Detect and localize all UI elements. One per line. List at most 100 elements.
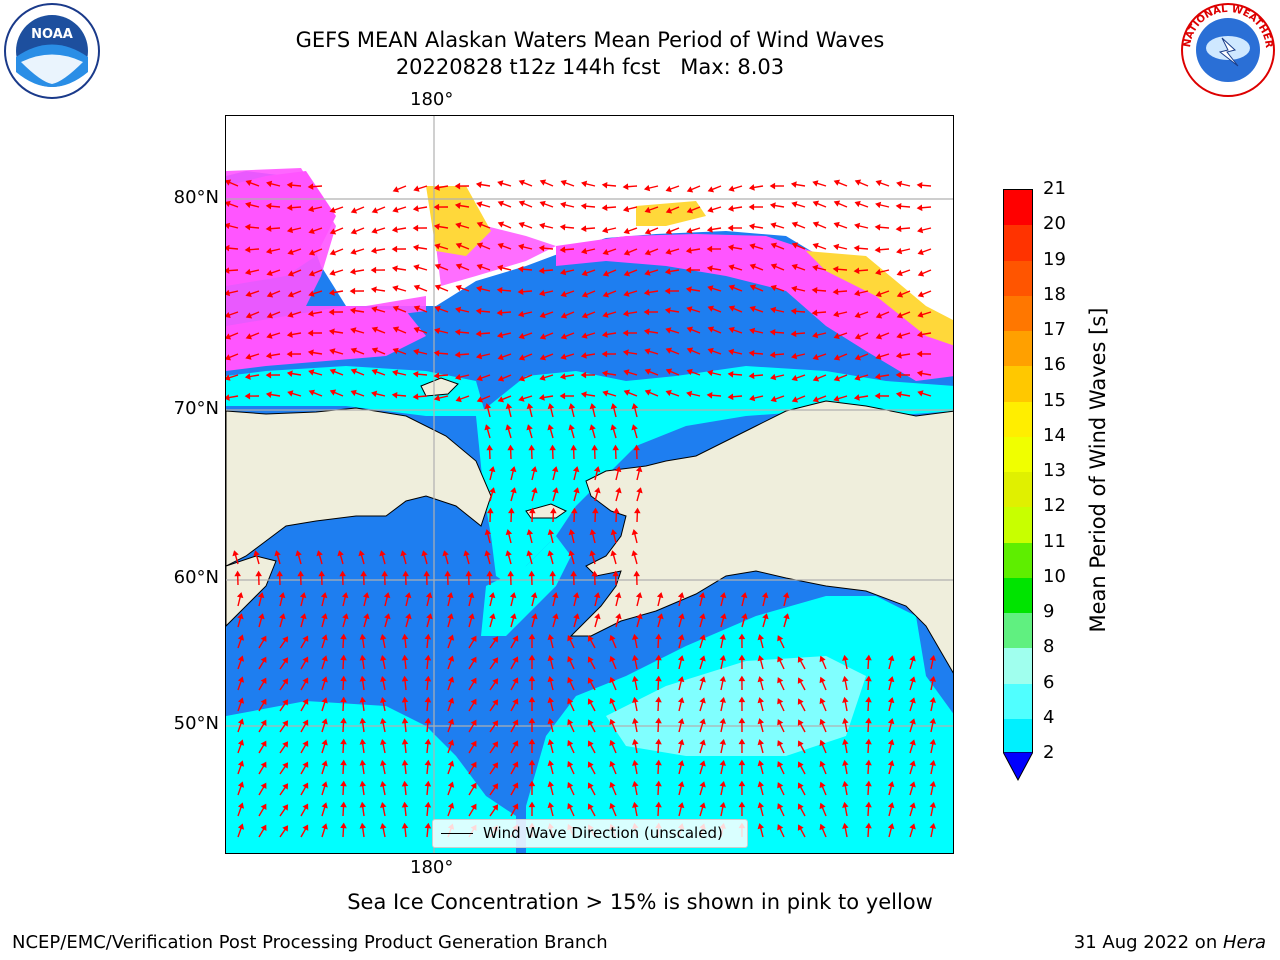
wind-arrow-head	[854, 333, 862, 340]
wind-arrow-head	[699, 634, 706, 641]
wind-arrow-head	[632, 801, 639, 808]
wind-arrow-head	[587, 677, 594, 684]
wind-arrow-head	[602, 248, 609, 256]
wind-arrow-head	[842, 717, 849, 724]
colorbar-segment	[1004, 436, 1032, 473]
wind-arrow-head	[572, 466, 580, 473]
wind-arrow-head	[833, 221, 840, 229]
wind-arrow-head	[874, 224, 881, 231]
wind-arrow-head	[644, 269, 651, 276]
wind-arrow-head	[518, 375, 526, 382]
wind-arrow-head	[265, 225, 272, 232]
wind-arrow-head	[302, 635, 309, 642]
wind-arrow-head	[470, 803, 477, 811]
wind-arrow-head	[446, 592, 454, 599]
footer-date-text: 31 Aug 2022 on	[1073, 932, 1223, 953]
wind-arrow-head	[631, 550, 638, 557]
wind-arrow-head	[757, 634, 764, 641]
legend-label: Wind Wave Direction (unscaled)	[483, 824, 723, 842]
wind-arrow-head	[287, 390, 294, 397]
wind-arrow-head	[887, 718, 895, 725]
wind-arrow-head	[875, 201, 882, 209]
wind-arrow-head	[531, 487, 538, 494]
wind-arrow-head	[636, 487, 643, 494]
colorbar-tick-label: 9	[1043, 601, 1055, 622]
wind-arrow-head	[567, 676, 574, 684]
wind-arrow-head	[391, 245, 398, 253]
colorbar-tick-label: 10	[1043, 565, 1066, 587]
wind-arrow-head	[570, 444, 577, 451]
wind-arrow-head	[929, 696, 936, 703]
wind-arrow-head	[255, 570, 262, 577]
wind-arrow-head	[560, 290, 567, 298]
wind-arrow-head	[572, 592, 580, 599]
wind-arrow-head	[757, 655, 764, 662]
wind-arrow-head	[896, 180, 903, 188]
wind-arrow-head	[434, 263, 442, 270]
wind-arrow-head	[929, 801, 936, 808]
wind-arrow-head	[244, 268, 252, 276]
wind-arrow-head	[665, 389, 672, 397]
wind-arrow-head	[282, 741, 289, 748]
wind-arrow-head	[580, 391, 587, 398]
wind-arrow-head	[302, 824, 309, 831]
wind-arrow-head	[929, 822, 936, 829]
wind-arrow-head	[497, 375, 505, 382]
wind-arrow-head	[512, 803, 519, 810]
wind-arrow-head	[917, 390, 924, 397]
wind-arrow-head	[424, 822, 432, 829]
wind-arrow-head	[634, 507, 641, 514]
footer-branch: NCEP/EMC/Verification Post Processing Pr…	[12, 932, 608, 953]
colorbar-tick-label: 2	[1043, 742, 1055, 763]
wind-arrow-head	[655, 759, 662, 766]
wind-arrow-head	[707, 369, 714, 377]
wind-arrow-head	[260, 677, 267, 685]
wind-arrow-head	[371, 347, 379, 354]
wind-arrow-head	[470, 782, 477, 790]
wind-arrow-head	[454, 202, 461, 209]
wind-arrow-head	[580, 352, 587, 359]
wind-arrow-head	[470, 635, 477, 643]
wind-arrow-head	[853, 267, 860, 275]
wind-arrow-head	[916, 182, 923, 189]
wind-arrow-head	[245, 333, 252, 340]
colorbar-segment	[1004, 295, 1032, 332]
wind-arrow-head	[610, 424, 617, 431]
wind-arrow-head	[707, 347, 714, 355]
wind-arrow-head	[547, 718, 554, 725]
wind-arrow-head	[797, 656, 804, 663]
wind-arrow-head	[539, 222, 546, 230]
wind-arrow-head	[865, 675, 872, 682]
wind-arrow-head	[636, 613, 643, 620]
wind-arrow-head	[551, 592, 559, 599]
wind-arrow-head	[547, 697, 554, 704]
wind-arrow-head	[426, 613, 433, 620]
wind-arrow-head	[560, 312, 568, 319]
wind-arrow-head	[665, 185, 672, 193]
wind-arrow-head	[308, 249, 316, 256]
wind-arrow-head	[539, 354, 547, 361]
wind-arrow-head	[865, 822, 872, 829]
wind-arrow-head	[412, 205, 419, 212]
wind-arrow-head	[842, 822, 849, 829]
wind-arrow-head	[484, 550, 491, 557]
wind-arrow-head	[728, 284, 736, 291]
wind-arrow-head	[226, 179, 232, 186]
wind-arrow-head	[370, 286, 377, 293]
wind-arrow-head	[728, 305, 736, 312]
wind-arrow-head	[623, 389, 631, 396]
wind-arrow-head	[329, 348, 336, 355]
wind-arrow-head	[791, 285, 798, 293]
wind-arrow-head	[447, 718, 455, 725]
wind-arrow-head	[302, 698, 309, 705]
wind-arrow-head	[719, 592, 727, 599]
colorbar-label: Mean Period of Wind Waves [s]	[1086, 307, 1110, 633]
wind-arrow-head	[819, 655, 826, 663]
wind-arrow-head	[643, 328, 650, 335]
wind-arrow-head	[632, 738, 639, 745]
wind-arrow-head	[340, 696, 347, 703]
wind-arrow-head	[401, 633, 409, 640]
wind-arrow-head	[321, 634, 328, 641]
wind-arrow-head	[601, 204, 608, 211]
wind-arrow-head	[528, 570, 535, 577]
